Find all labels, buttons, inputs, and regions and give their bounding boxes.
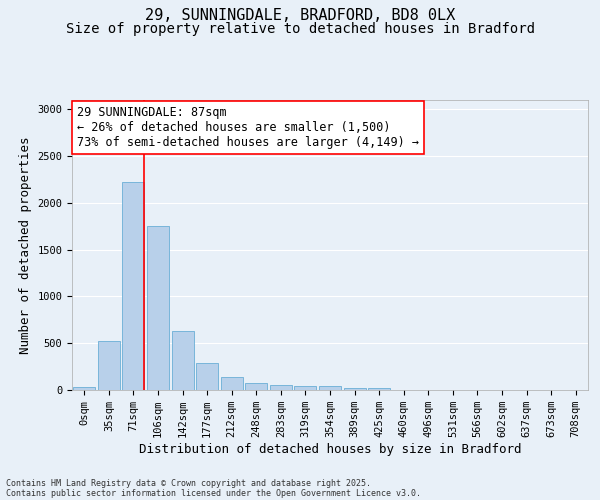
Bar <box>295 386 316 390</box>
Bar <box>245 383 268 390</box>
Text: 29 SUNNINGDALE: 87sqm
← 26% of detached houses are smaller (1,500)
73% of semi-d: 29 SUNNINGDALE: 87sqm ← 26% of detached … <box>77 106 419 149</box>
Bar <box>221 377 243 390</box>
Y-axis label: Number of detached properties: Number of detached properties <box>19 136 32 354</box>
Bar <box>98 342 120 390</box>
Bar <box>196 364 218 390</box>
Bar <box>270 386 292 390</box>
Bar <box>172 330 194 390</box>
Bar <box>319 386 341 390</box>
Bar <box>368 388 390 390</box>
Bar <box>344 388 365 390</box>
Bar <box>147 226 169 390</box>
Bar <box>122 182 145 390</box>
Bar <box>73 387 95 390</box>
X-axis label: Distribution of detached houses by size in Bradford: Distribution of detached houses by size … <box>139 443 521 456</box>
Text: Size of property relative to detached houses in Bradford: Size of property relative to detached ho… <box>65 22 535 36</box>
Text: Contains public sector information licensed under the Open Government Licence v3: Contains public sector information licen… <box>6 488 421 498</box>
Text: 29, SUNNINGDALE, BRADFORD, BD8 0LX: 29, SUNNINGDALE, BRADFORD, BD8 0LX <box>145 8 455 22</box>
Text: Contains HM Land Registry data © Crown copyright and database right 2025.: Contains HM Land Registry data © Crown c… <box>6 478 371 488</box>
